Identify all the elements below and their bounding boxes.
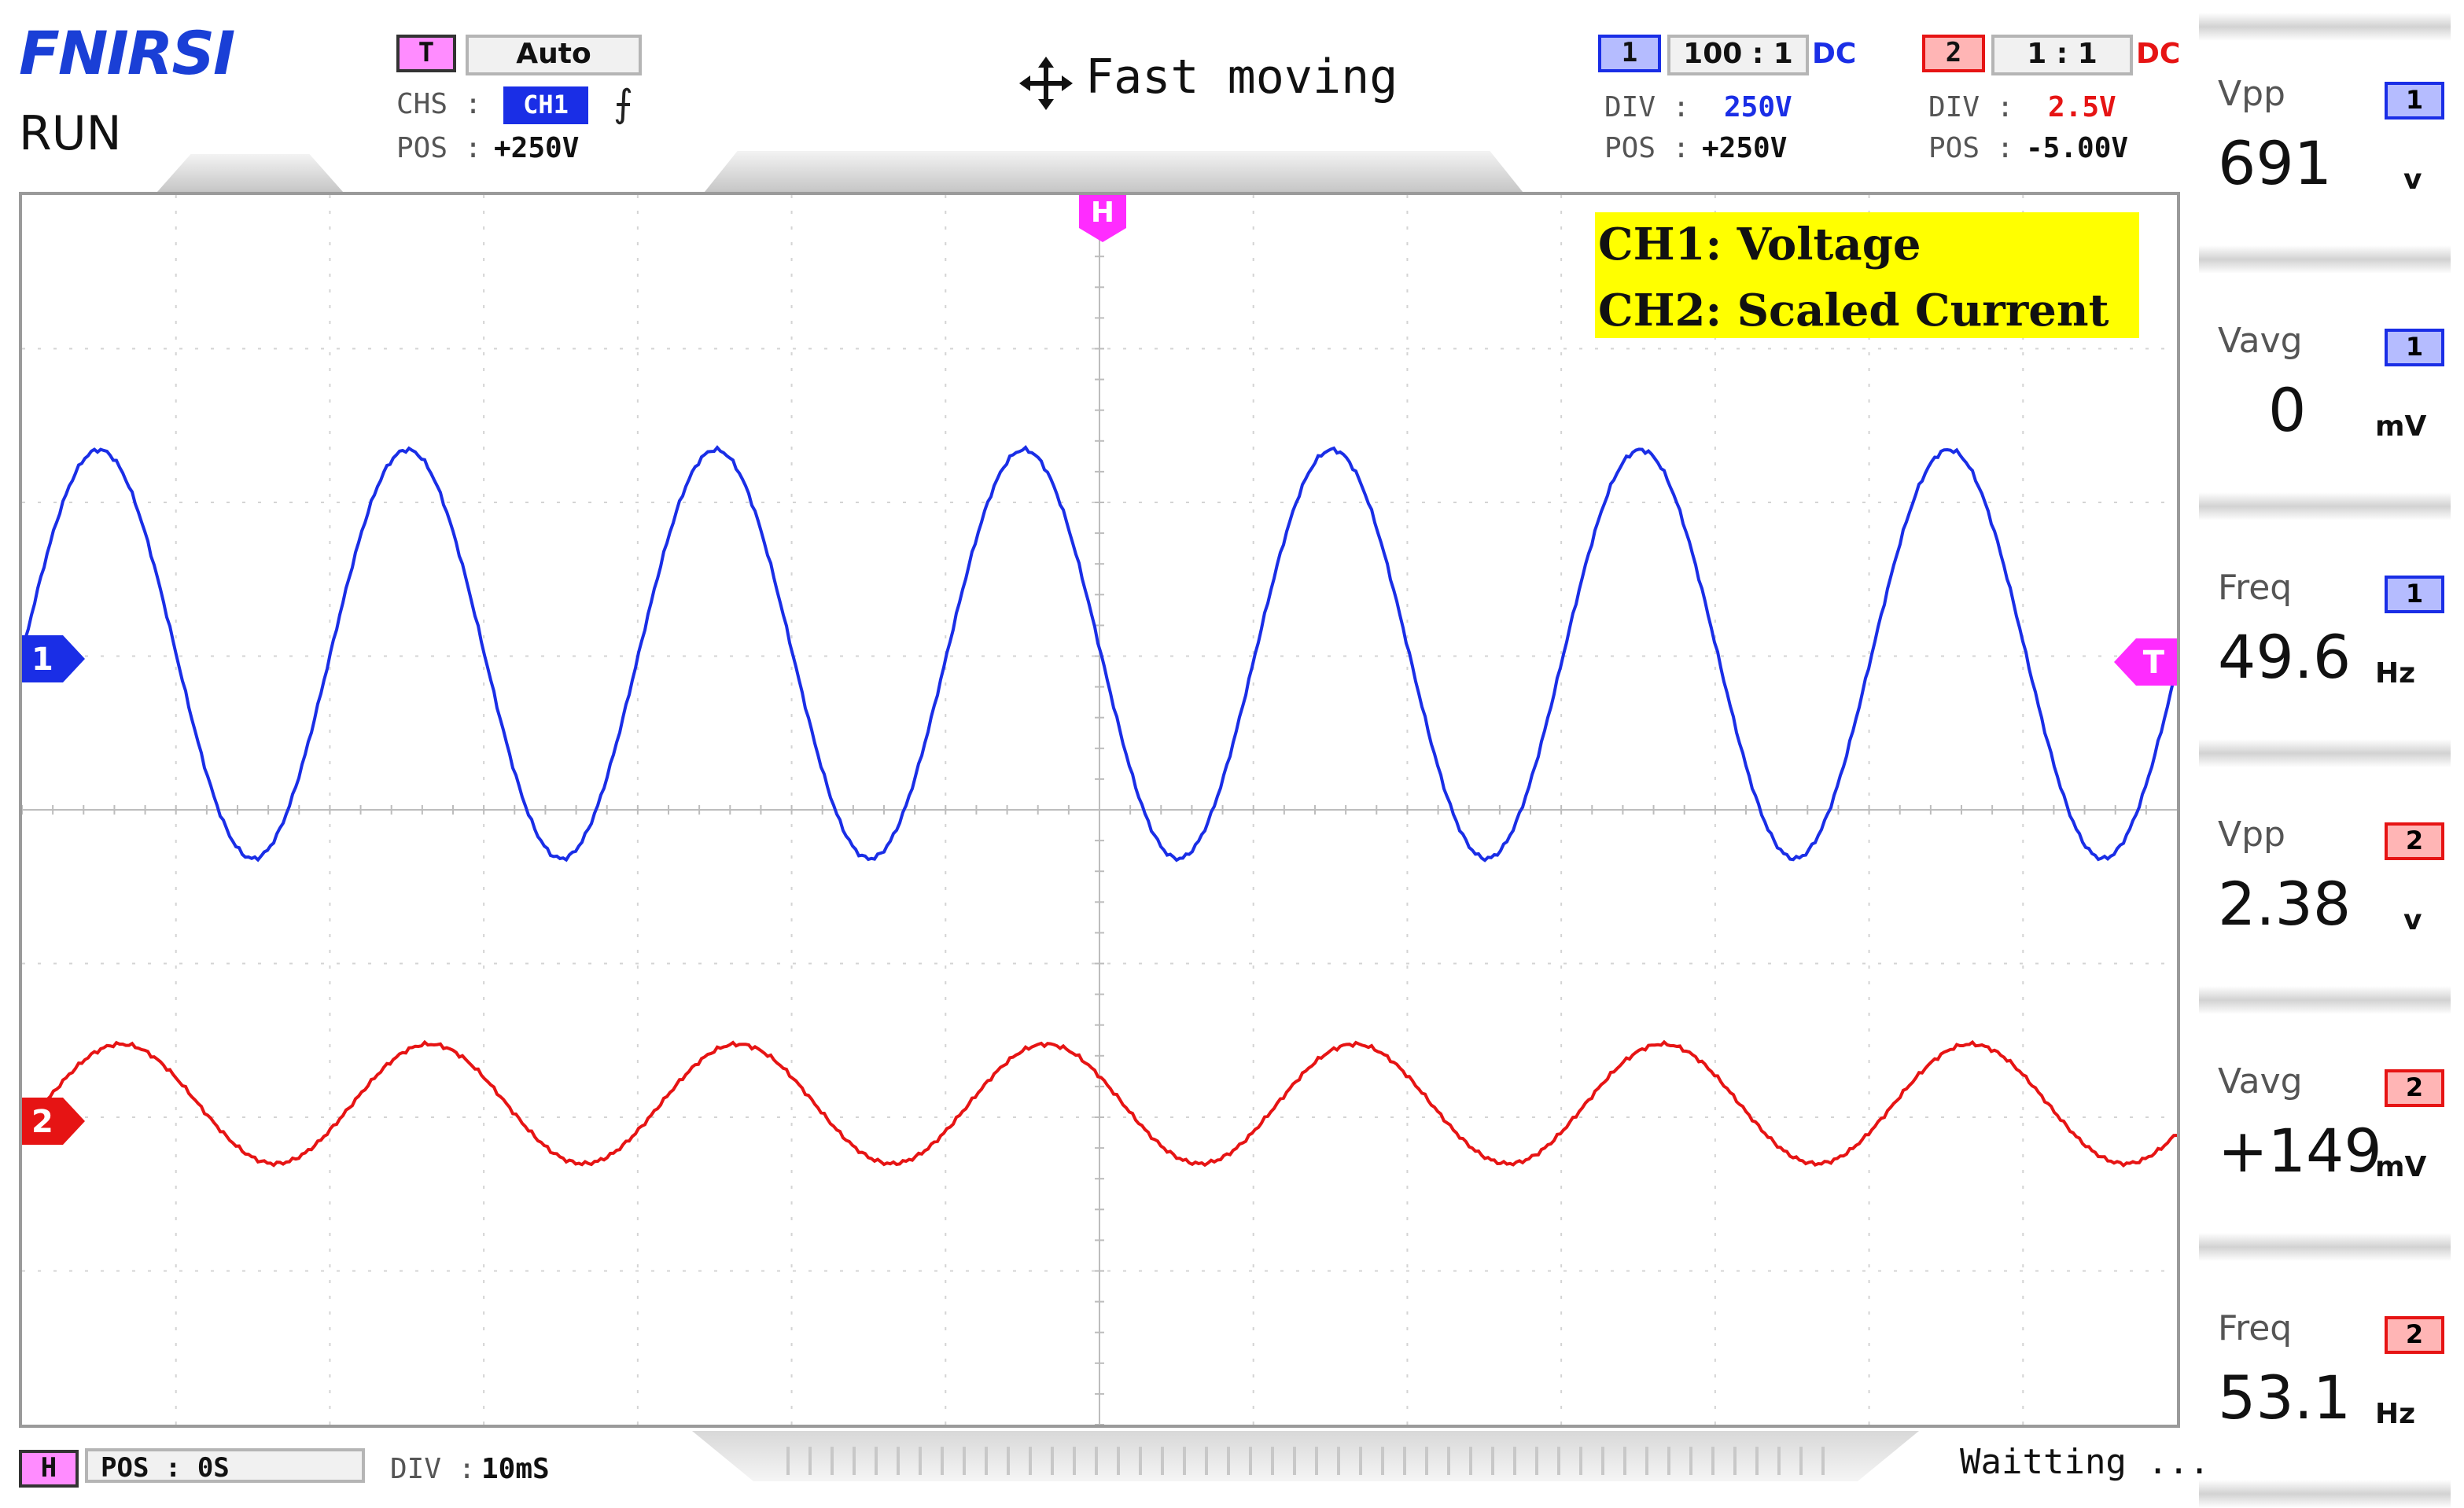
ch1-badge[interactable]: 1 [1598, 35, 1661, 72]
measure-label-2: Vavg [2218, 322, 2303, 362]
panel-separator [2199, 1480, 2451, 1508]
header-tab-left [157, 154, 343, 192]
waveform-display[interactable] [22, 195, 2177, 1425]
measure-value-5: +149 [2218, 1116, 2382, 1186]
panel-separator [2199, 13, 2451, 41]
legend-line-ch2: CH2: Scaled Current [1598, 285, 2109, 337]
ch1-pos-label: POS : [1604, 132, 1690, 165]
move-arrows-icon [1019, 57, 1073, 110]
measure-unit-1: v [2403, 164, 2422, 197]
ch2-div-label: DIV : [1928, 91, 2014, 124]
time-div-value: 10mS [481, 1453, 550, 1486]
ch1-div-label: DIV : [1604, 91, 1690, 124]
measure-channel-badge-3[interactable]: 1 [2385, 576, 2444, 613]
brand-logo: FNIRSI [19, 19, 235, 88]
measure-unit-3: Hz [2375, 657, 2416, 690]
scope-screen[interactable]: H CH1: Voltage CH2: Scaled Current 1 2 T [19, 192, 2180, 1428]
time-div-label: DIV : [390, 1453, 476, 1486]
ch2-probe-ratio[interactable]: 1 : 1 [1991, 35, 2133, 75]
measure-label-3: Freq [2218, 569, 2293, 609]
measure-label-1: Vpp [2218, 75, 2285, 115]
measure-value-4: 2.38 [2218, 870, 2352, 939]
header-tab-center [705, 151, 1523, 192]
measure-value-2: 0 [2268, 376, 2307, 445]
measure-unit-6: Hz [2375, 1398, 2416, 1431]
measure-channel-badge-5[interactable]: 2 [2385, 1069, 2444, 1107]
ch1-pos-value: +250V [1702, 132, 1788, 165]
legend-line-ch1: CH1: Voltage [1598, 219, 1921, 270]
panel-separator [2199, 739, 2451, 767]
trigger-badge[interactable]: T [396, 35, 456, 72]
measure-unit-4: v [2403, 904, 2422, 937]
ch2-waveform [22, 1039, 2177, 1168]
trigger-pos-value: +250V [494, 132, 580, 165]
measure-unit-5: mV [2375, 1151, 2427, 1184]
ch2-coupling[interactable]: DC [2136, 38, 2181, 71]
panel-separator [2199, 986, 2451, 1014]
run-status[interactable]: RUN [19, 107, 122, 162]
panel-separator [2199, 1233, 2451, 1261]
measure-channel-badge-6[interactable]: 2 [2385, 1316, 2444, 1354]
grid [22, 195, 2177, 1425]
measure-channel-badge-1[interactable]: 1 [2385, 82, 2444, 120]
acquisition-status: Waitting ... [1960, 1444, 2210, 1483]
ch2-pos-value: -5.00V [2026, 132, 2129, 165]
ch2-pos-label: POS : [1928, 132, 2014, 165]
ch2-badge[interactable]: 2 [1922, 35, 1985, 72]
measure-label-6: Freq [2218, 1310, 2293, 1349]
trigger-edge-icon[interactable]: ⨍ [613, 82, 634, 126]
trigger-chs-label: CHS : [396, 88, 482, 121]
measure-label-5: Vavg [2218, 1063, 2303, 1102]
ch1-probe-ratio[interactable]: 100 : 1 [1667, 35, 1809, 75]
trigger-mode[interactable]: Auto [466, 35, 642, 75]
trigger-source-badge[interactable]: CH1 [503, 86, 588, 124]
panel-separator [2199, 245, 2451, 274]
measure-unit-2: mV [2375, 410, 2427, 443]
scrollbar-ticks [786, 1447, 1825, 1475]
measure-value-3: 49.6 [2218, 623, 2352, 692]
measure-value-6: 53.1 [2218, 1363, 2352, 1433]
measure-value-1: 691 [2218, 129, 2333, 198]
panel-separator [2199, 492, 2451, 520]
ch2-div-value: 2.5V [2048, 91, 2116, 124]
ch1-waveform [22, 444, 2177, 863]
ch1-div-value: 250V [1724, 91, 1792, 124]
measure-channel-badge-4[interactable]: 2 [2385, 822, 2444, 860]
horizontal-badge[interactable]: H [19, 1450, 79, 1488]
time-scrollbar[interactable] [692, 1431, 1919, 1481]
legend-box: CH1: Voltage CH2: Scaled Current [1595, 212, 2139, 338]
measure-label-4: Vpp [2218, 816, 2285, 855]
measure-channel-badge-2[interactable]: 1 [2385, 329, 2444, 366]
horizontal-pos[interactable]: POS : 0S [85, 1448, 365, 1484]
mode-text: Fast moving [1085, 50, 1398, 105]
ch1-coupling[interactable]: DC [1812, 38, 1857, 71]
trigger-pos-label: POS : [396, 132, 482, 165]
